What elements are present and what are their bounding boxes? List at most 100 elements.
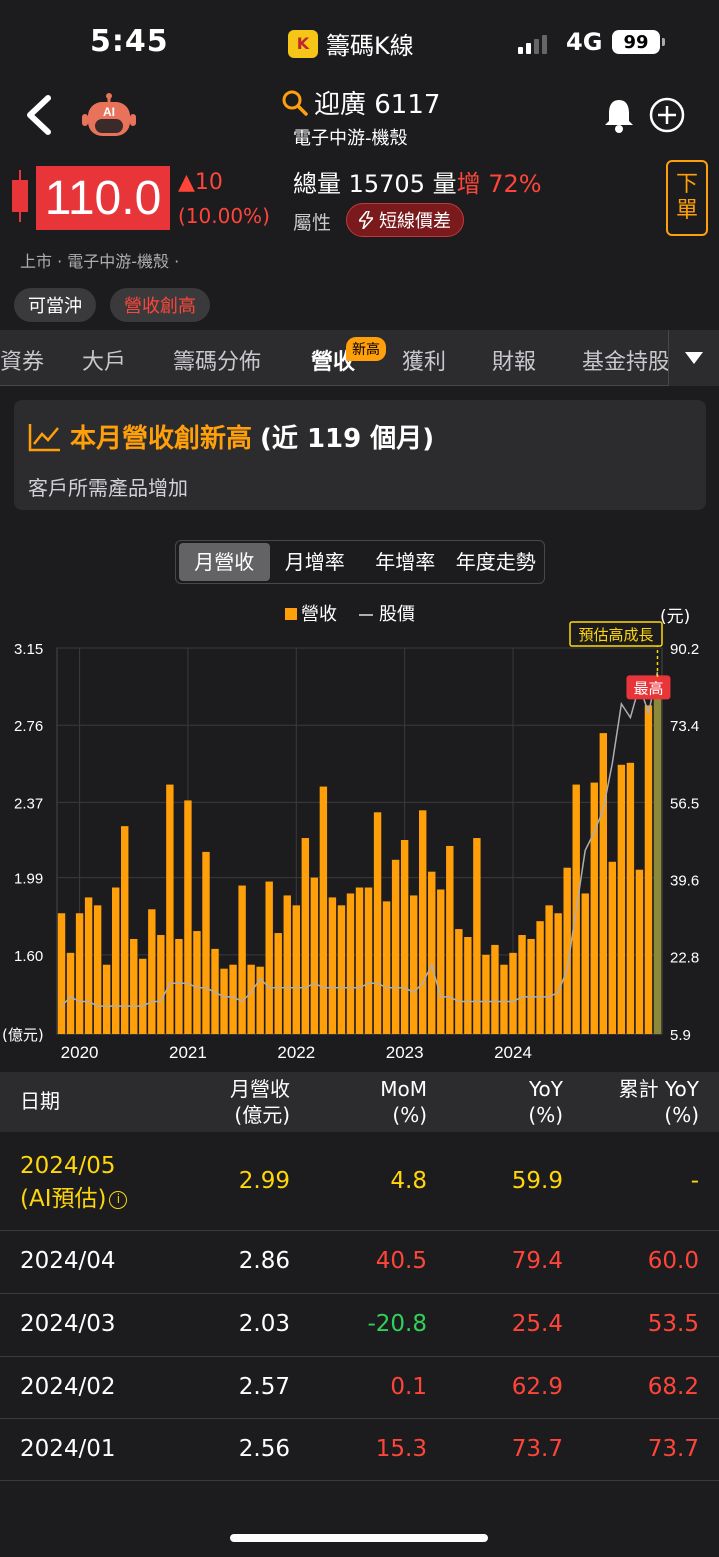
- revenue-chart: 3.15 2.76 2.37 1.99 1.60 90.2 73.4 56.5 39.6 22.8…: [14, 621, 699, 1062]
- row-date: 2024/04: [20, 1248, 116, 1274]
- row-revenue: 2.56: [238, 1436, 290, 1462]
- attribute-label: 屬性: [293, 212, 332, 234]
- row-cum-yoy: 60.0: [647, 1248, 699, 1274]
- attribute-badge-label: 短線價差: [379, 211, 451, 232]
- revenue-bar: [265, 881, 273, 1034]
- row-yoy: 25.4: [511, 1311, 563, 1337]
- price-change-pct: (10.00%): [178, 204, 270, 228]
- row-cum-yoy: 73.7: [647, 1436, 699, 1462]
- revenue-bar: [599, 733, 608, 1034]
- row-date: 2024/03: [20, 1311, 116, 1337]
- row-yoy: 79.4: [511, 1248, 563, 1274]
- revenue-bar: [527, 938, 535, 1034]
- revenue-bar: [428, 871, 436, 1034]
- revenue-bar: [409, 895, 418, 1034]
- bell-icon[interactable]: [600, 96, 638, 134]
- revenue-bar: [382, 901, 391, 1034]
- volume-label: 總量 15705 量: [293, 170, 457, 198]
- tab-chip-distribution[interactable]: 籌碼分佈: [173, 350, 262, 375]
- candle-icon: [12, 170, 28, 222]
- tab-more-button[interactable]: [668, 330, 719, 386]
- revenue-bar: [391, 859, 400, 1034]
- row-mom: 4.8: [390, 1168, 427, 1194]
- chip-day-trade[interactable]: 可當沖: [14, 288, 96, 322]
- market-info: 上市 · 電子中游-機殼 ·: [20, 252, 180, 271]
- revenue-bar: [220, 968, 228, 1034]
- revenue-bar: [319, 786, 328, 1034]
- y-right-tick: 5.9: [670, 1027, 691, 1044]
- y-right-tick: 39.6: [670, 873, 699, 890]
- revenue-bar: [446, 845, 454, 1034]
- revenue-bar: [545, 905, 553, 1034]
- row-revenue: 2.86: [238, 1248, 290, 1274]
- table-row[interactable]: 2024/03 2.03 -20.8 25.4 53.5: [0, 1294, 719, 1357]
- table-row[interactable]: 2024/05 (AI預估) i 2.99 4.8 59.9 -: [0, 1132, 719, 1231]
- y-left-unit: (億元): [2, 1026, 44, 1044]
- y-left-tick: 3.15: [14, 641, 43, 658]
- chip-revenue-high[interactable]: 營收創高: [110, 288, 210, 322]
- x-tick: 2020: [61, 1043, 99, 1062]
- back-icon[interactable]: [20, 92, 60, 138]
- revenue-bar: [139, 958, 147, 1034]
- tab-margin[interactable]: 資券: [0, 350, 45, 375]
- order-button[interactable]: 下 單: [666, 160, 708, 236]
- revenue-bar: [500, 964, 508, 1034]
- revenue-bar: [184, 800, 192, 1034]
- th-cum-yoy: 累計 YoY (%): [618, 1077, 699, 1127]
- trend-up-icon: [28, 423, 60, 451]
- chart-segment-control: 月營收 月增率 年增率 年度走勢: [175, 540, 545, 584]
- table-row[interactable]: 2024/01 2.56 15.3 73.7 73.7: [0, 1419, 719, 1481]
- chart-legend: 營收 股價: [285, 600, 415, 626]
- revenue-bar: [581, 893, 589, 1034]
- highlight-subtitle: 客戶所需產品增加: [28, 476, 188, 500]
- revenue-bar: [310, 877, 319, 1034]
- order-button-label-2: 單: [675, 198, 698, 223]
- forecast-label-box: [569, 621, 663, 647]
- segment-monthly-revenue[interactable]: 月營收: [179, 543, 270, 581]
- search-icon[interactable]: [282, 90, 308, 116]
- th-revenue: 月營收 (億元): [230, 1077, 290, 1127]
- row-date: 2024/02: [20, 1374, 116, 1400]
- segment-annual-trend[interactable]: 年度走勢: [455, 550, 536, 574]
- revenue-bar: [111, 887, 120, 1034]
- revenue-bar: [202, 851, 210, 1034]
- revenue-bar: [130, 938, 138, 1034]
- segment-mom[interactable]: 月增率: [284, 550, 345, 574]
- highlight-title-suffix: (近 119 個月): [260, 424, 435, 454]
- stock-name: 迎廣 6117: [314, 90, 441, 120]
- plus-circle-icon[interactable]: [648, 96, 686, 134]
- status-bar: 5:45 K 籌碼K線 4G 99: [0, 0, 719, 80]
- revenue-bar: [437, 889, 445, 1034]
- revenue-bar: [193, 931, 201, 1034]
- table-row[interactable]: 2024/02 2.57 0.1 62.9 68.2: [0, 1357, 719, 1419]
- attribute-badge[interactable]: 短線價差: [346, 203, 464, 237]
- home-indicator[interactable]: [230, 1534, 488, 1542]
- stock-title[interactable]: 迎廣 6117: [282, 84, 440, 121]
- y-left-tick: 1.99: [14, 871, 43, 888]
- legend-price: 股價: [359, 600, 415, 626]
- revenue-bar: [274, 933, 282, 1034]
- status-app-name: K 籌碼K線: [288, 26, 414, 61]
- segment-yoy[interactable]: 年增率: [375, 550, 436, 574]
- revenue-bar: [491, 944, 499, 1034]
- revenue-bar: [229, 964, 237, 1034]
- th-yoy: YoY (%): [528, 1077, 563, 1127]
- row-revenue: 2.03: [238, 1311, 290, 1337]
- highlight-title: 本月營收創新高 (近 119 個月): [28, 418, 434, 455]
- revenue-bar: [473, 838, 481, 1034]
- tab-financials[interactable]: 財報: [492, 350, 537, 375]
- th-date: 日期: [20, 1089, 60, 1113]
- revenue-bar: [84, 897, 93, 1034]
- revenue-bar: [373, 812, 382, 1034]
- revenue-bar: [346, 893, 355, 1034]
- table-row[interactable]: 2024/04 2.86 40.5 79.4 60.0: [0, 1231, 719, 1294]
- tab-fund-holdings[interactable]: 基金持股: [582, 350, 671, 375]
- forecast-label: 預估高成長: [578, 626, 653, 644]
- revenue-bar: [563, 867, 571, 1034]
- ai-robot-icon[interactable]: AI: [82, 92, 136, 142]
- tab-new-high-badge: 新高: [346, 337, 386, 361]
- revenue-bar: [355, 887, 364, 1034]
- tab-major-holders[interactable]: 大戶: [82, 350, 127, 375]
- info-icon[interactable]: i: [109, 1190, 128, 1209]
- tab-profit[interactable]: 獲利: [402, 350, 447, 375]
